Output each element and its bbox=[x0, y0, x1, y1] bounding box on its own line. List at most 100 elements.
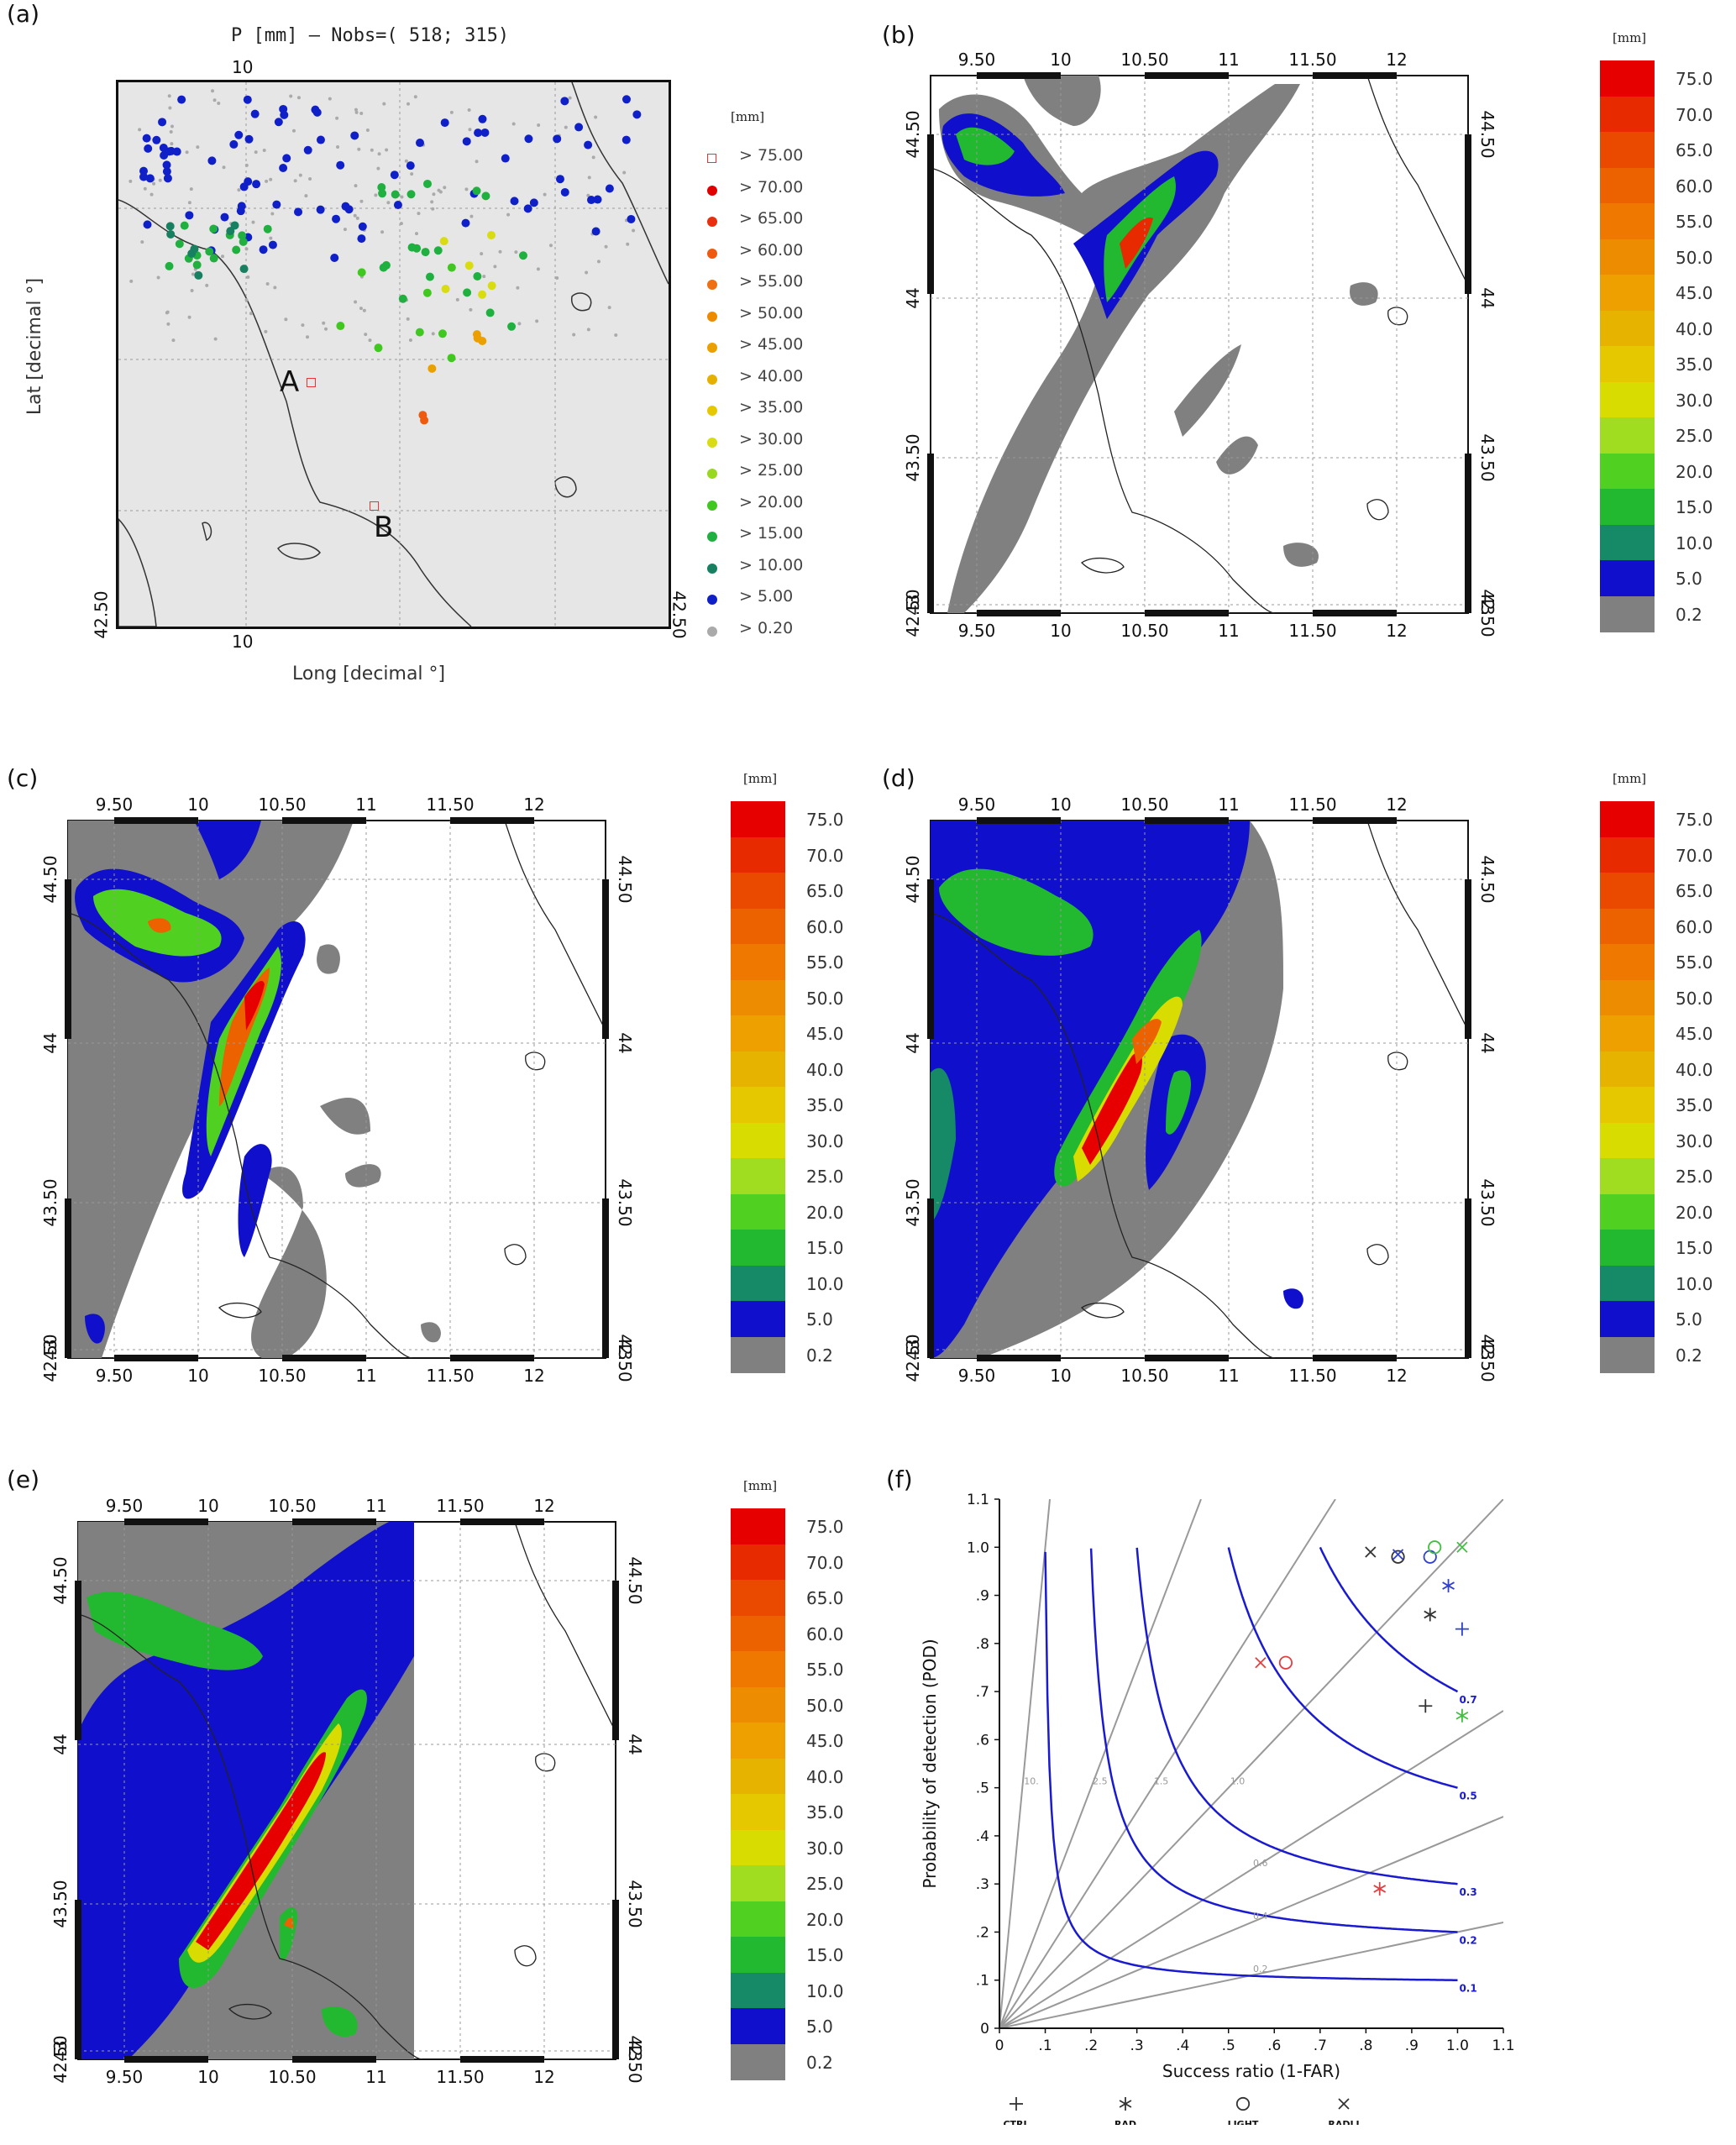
colorbar-swatch bbox=[1600, 96, 1655, 133]
colorbar-swatch bbox=[1600, 1230, 1655, 1266]
obs-point bbox=[330, 254, 339, 263]
colorbar-swatch bbox=[1600, 1087, 1655, 1123]
obs-point bbox=[145, 174, 155, 183]
obs-point-small bbox=[468, 128, 472, 132]
precip-band bbox=[1174, 344, 1241, 437]
obs-point bbox=[239, 237, 248, 246]
obs-point bbox=[605, 184, 614, 193]
obs-point bbox=[158, 118, 167, 127]
panel-a-letter: (a) bbox=[7, 0, 40, 28]
colorbar-label: 70.0 bbox=[806, 1552, 844, 1573]
obs-point bbox=[226, 227, 235, 236]
obs-point-small bbox=[543, 192, 547, 197]
obs-point bbox=[553, 134, 562, 144]
bias-label: 0.6 bbox=[1253, 1858, 1268, 1869]
obs-point-small bbox=[536, 267, 540, 271]
colorbar-label: 65.0 bbox=[1676, 881, 1713, 901]
obs-point-small bbox=[189, 187, 193, 191]
obs-point-small bbox=[149, 192, 154, 197]
obs-point-small bbox=[432, 192, 436, 197]
colorbar-label: 70.0 bbox=[806, 845, 844, 866]
obs-point bbox=[473, 271, 482, 281]
obs-point bbox=[593, 195, 602, 204]
obs-point-small bbox=[265, 179, 269, 183]
lat-tick-right: 42.50 bbox=[625, 2035, 645, 2083]
obs-point bbox=[268, 240, 277, 249]
obs-point-small bbox=[269, 177, 273, 181]
panel-a-legend: > 75.00 > 70.00 > 65.00 > 60.00 > 55.00 > 50.… bbox=[705, 146, 873, 653]
obs-point-small bbox=[170, 124, 174, 128]
obs-point-small bbox=[514, 250, 518, 254]
colorbar-label: 40.0 bbox=[1676, 318, 1713, 339]
marker-asterisk bbox=[1424, 1610, 1437, 1619]
colorbar-swatch bbox=[731, 944, 785, 980]
site-b-marker bbox=[370, 501, 379, 511]
lon-tick-bottom: 11.50 bbox=[1288, 621, 1336, 641]
obs-point bbox=[507, 322, 517, 331]
obs-point-small bbox=[169, 129, 173, 134]
obs-point-small bbox=[475, 160, 479, 164]
obs-point bbox=[350, 131, 359, 140]
lat-tick-left: 42.50 bbox=[903, 1334, 923, 1382]
obs-point bbox=[464, 261, 474, 270]
obs-point bbox=[462, 137, 471, 146]
obs-point bbox=[236, 207, 245, 216]
lat-tick-left: 43 bbox=[903, 1339, 923, 1360]
colorbar-swatch bbox=[731, 1544, 785, 1581]
obs-point-small bbox=[413, 95, 417, 99]
colorbar-label: 65.0 bbox=[806, 1588, 844, 1608]
colorbar-swatch bbox=[1600, 381, 1655, 418]
lat-tick-right: 44.50 bbox=[1477, 110, 1497, 158]
obs-point-small bbox=[343, 228, 347, 232]
forecast-map-svg: 9.50 9.50 10 10 10.50 10.50 11 11 11.50 11.50 12 12… bbox=[903, 50, 1497, 641]
lat-tick-right: 43 bbox=[1477, 1339, 1497, 1360]
colorbar-swatch bbox=[731, 1937, 785, 1973]
obs-point bbox=[510, 197, 519, 206]
obs-point bbox=[427, 364, 437, 373]
precip-band bbox=[251, 1167, 327, 1358]
colorbar-swatch bbox=[731, 873, 785, 909]
colorbar-swatch bbox=[1600, 1051, 1655, 1088]
colorbar-label: 10.0 bbox=[1676, 532, 1713, 553]
obs-point bbox=[229, 139, 239, 149]
precip-band bbox=[87, 1592, 263, 1670]
obs-point-small bbox=[368, 338, 372, 343]
colorbar-swatch bbox=[1600, 979, 1655, 1016]
obs-point-small bbox=[289, 94, 293, 98]
legend-label: RADLI bbox=[1328, 2119, 1359, 2125]
x-tick-label: 0 bbox=[995, 2037, 1004, 2054]
panel-a-xlabel: Long [decimal °] bbox=[292, 663, 446, 684]
obs-point bbox=[336, 322, 345, 331]
marker-circle bbox=[1428, 1540, 1442, 1555]
obs-point-small bbox=[406, 317, 410, 321]
y-tick-label: .2 bbox=[976, 1924, 989, 1941]
obs-point bbox=[485, 308, 495, 317]
colorbar-swatch bbox=[1600, 417, 1655, 454]
colorbar-label: 35.0 bbox=[1676, 1095, 1713, 1115]
obs-point bbox=[209, 254, 218, 263]
lat-tick-left: 43 bbox=[40, 1339, 60, 1360]
y-tick-label: .7 bbox=[976, 1684, 989, 1701]
lon-tick-bottom: 10 bbox=[187, 1366, 208, 1386]
obs-point bbox=[165, 147, 174, 156]
island bbox=[504, 1244, 527, 1266]
obs-point bbox=[259, 245, 268, 254]
lat-tick-left: 44 bbox=[903, 287, 923, 308]
lon-tick-bottom: 11 bbox=[1218, 621, 1239, 641]
obs-point bbox=[274, 118, 283, 127]
colorbar-label: 60.0 bbox=[806, 1623, 844, 1644]
obs-point bbox=[272, 200, 281, 209]
obs-point-small bbox=[587, 176, 591, 180]
obs-point-small bbox=[591, 155, 595, 160]
obs-point bbox=[560, 187, 569, 197]
obs-point-small bbox=[353, 213, 357, 218]
coastline bbox=[78, 1613, 423, 2059]
lon-tick-bottom: 12 bbox=[1386, 1366, 1407, 1386]
legend-label: RAD bbox=[1115, 2119, 1136, 2125]
performance-diagram: 10. 2.5 1.5 1.00.60.40.20.70.50.30.20.10.1.… bbox=[920, 1492, 1515, 2125]
lat-tick-left: 44.50 bbox=[50, 1556, 71, 1604]
colorbar-label: 40.0 bbox=[1676, 1059, 1713, 1080]
lon-tick-bottom: 10.50 bbox=[1120, 1366, 1168, 1386]
legend-label: > 60.00 bbox=[739, 240, 804, 260]
island-north bbox=[571, 292, 592, 312]
